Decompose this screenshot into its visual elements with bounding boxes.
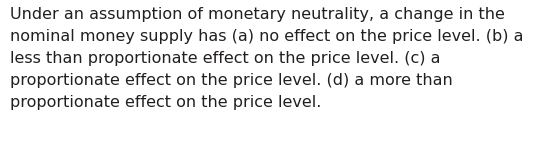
Text: Under an assumption of monetary neutrality, a change in the
nominal money supply: Under an assumption of monetary neutrali… — [10, 7, 523, 110]
